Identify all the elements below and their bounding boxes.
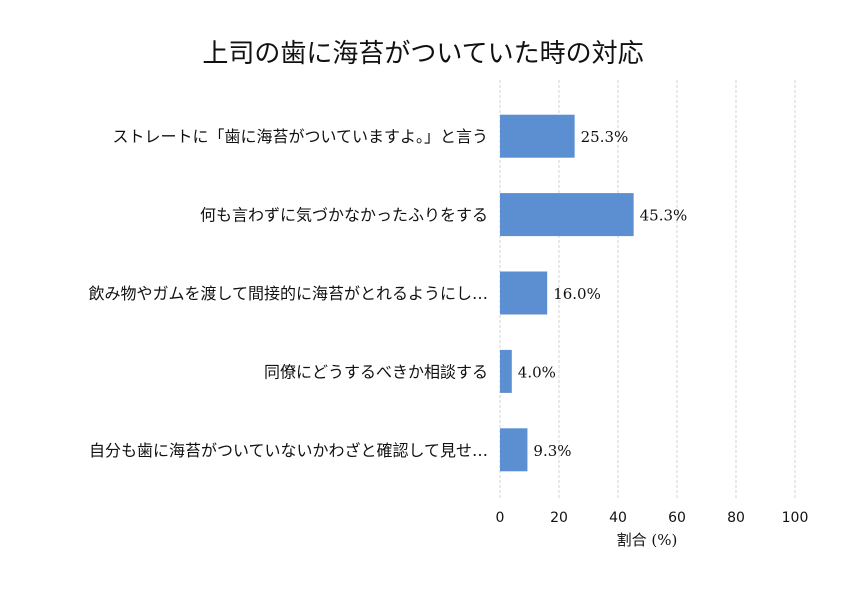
category-labels: ストレートに「歯に海苔がついていますよ。」と言う何も言わずに気づかなかったふりを…: [88, 127, 488, 460]
value-label: 16.0%: [553, 285, 601, 303]
value-labels: 25.3% 45.3% 16.0% 4.0% 9.3%: [518, 128, 687, 460]
value-label: 9.3%: [533, 442, 571, 460]
value-label: 45.3%: [640, 207, 688, 225]
bar: [500, 114, 575, 158]
category-label: 同僚にどうするべきか相談する: [264, 362, 488, 381]
bar: [500, 349, 512, 393]
x-tick-label: 100: [782, 510, 809, 526]
value-label: 25.3%: [581, 128, 629, 146]
category-label: ストレートに「歯に海苔がついていますよ。」と言う: [112, 127, 488, 146]
value-label: 4.0%: [518, 363, 556, 381]
bar: [500, 193, 634, 237]
x-axis-title: 割合 (%): [617, 531, 678, 549]
category-label: 飲み物やガムを渡して間接的に海苔がとれるようにし…: [88, 284, 488, 303]
category-label: 何も言わずに気づかなかったふりをする: [200, 206, 488, 225]
bars: [500, 114, 634, 472]
bar: [500, 271, 548, 315]
x-tick-label: 20: [550, 510, 568, 526]
x-axis-ticks: 0 20 40 60 80 100: [496, 510, 809, 526]
x-tick-label: 80: [727, 510, 745, 526]
category-label: 自分も歯に海苔がついていないかわざと確認して見せ…: [89, 441, 488, 460]
x-tick-label: 40: [609, 510, 627, 526]
chart-title: 上司の歯に海苔がついていた時の対応: [202, 39, 643, 69]
x-tick-label: 0: [496, 510, 505, 526]
bar: [500, 428, 528, 472]
x-tick-label: 60: [668, 510, 686, 526]
